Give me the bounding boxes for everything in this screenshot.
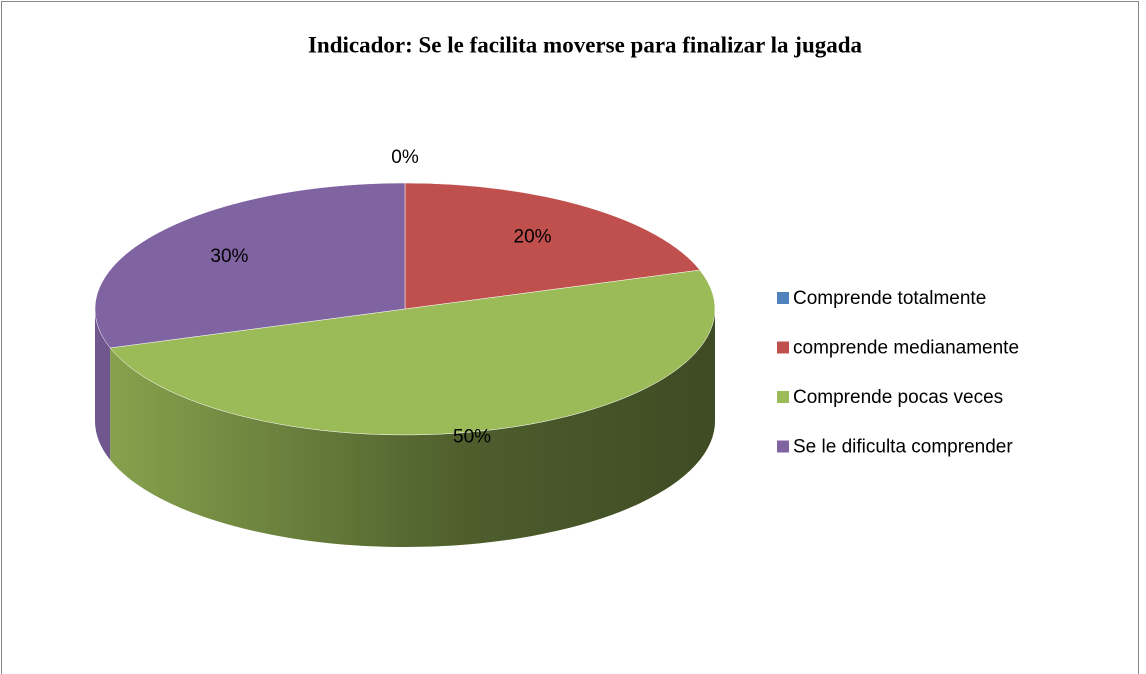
slice bbox=[404, 182, 701, 310]
legend-swatch bbox=[777, 292, 789, 304]
legend-swatch bbox=[777, 440, 789, 453]
legend: Comprende totalmente comprende medianamen… bbox=[777, 288, 1019, 458]
slice-side-shade bbox=[95, 309, 111, 460]
chart-title: Indicador: Se le facilita moverse para f… bbox=[308, 32, 863, 57]
legend-swatch bbox=[777, 391, 789, 403]
data-label: 0% bbox=[391, 147, 419, 168]
legend-label: Comprende totalmente bbox=[793, 288, 986, 309]
data-label: 30% bbox=[210, 246, 248, 267]
pie: 0% 20% 50% 30% bbox=[94, 147, 716, 548]
slice bbox=[94, 182, 406, 349]
legend-label: Se le dificulta comprender bbox=[793, 437, 1013, 458]
data-label: 50% bbox=[453, 427, 491, 448]
slice bbox=[109, 269, 716, 436]
legend-label: Comprende pocas veces bbox=[793, 387, 1003, 408]
data-label: 20% bbox=[514, 227, 552, 248]
slice-side-shade bbox=[110, 309, 715, 548]
legend-label: comprende medianamente bbox=[793, 338, 1019, 359]
legend-swatch bbox=[777, 341, 789, 354]
